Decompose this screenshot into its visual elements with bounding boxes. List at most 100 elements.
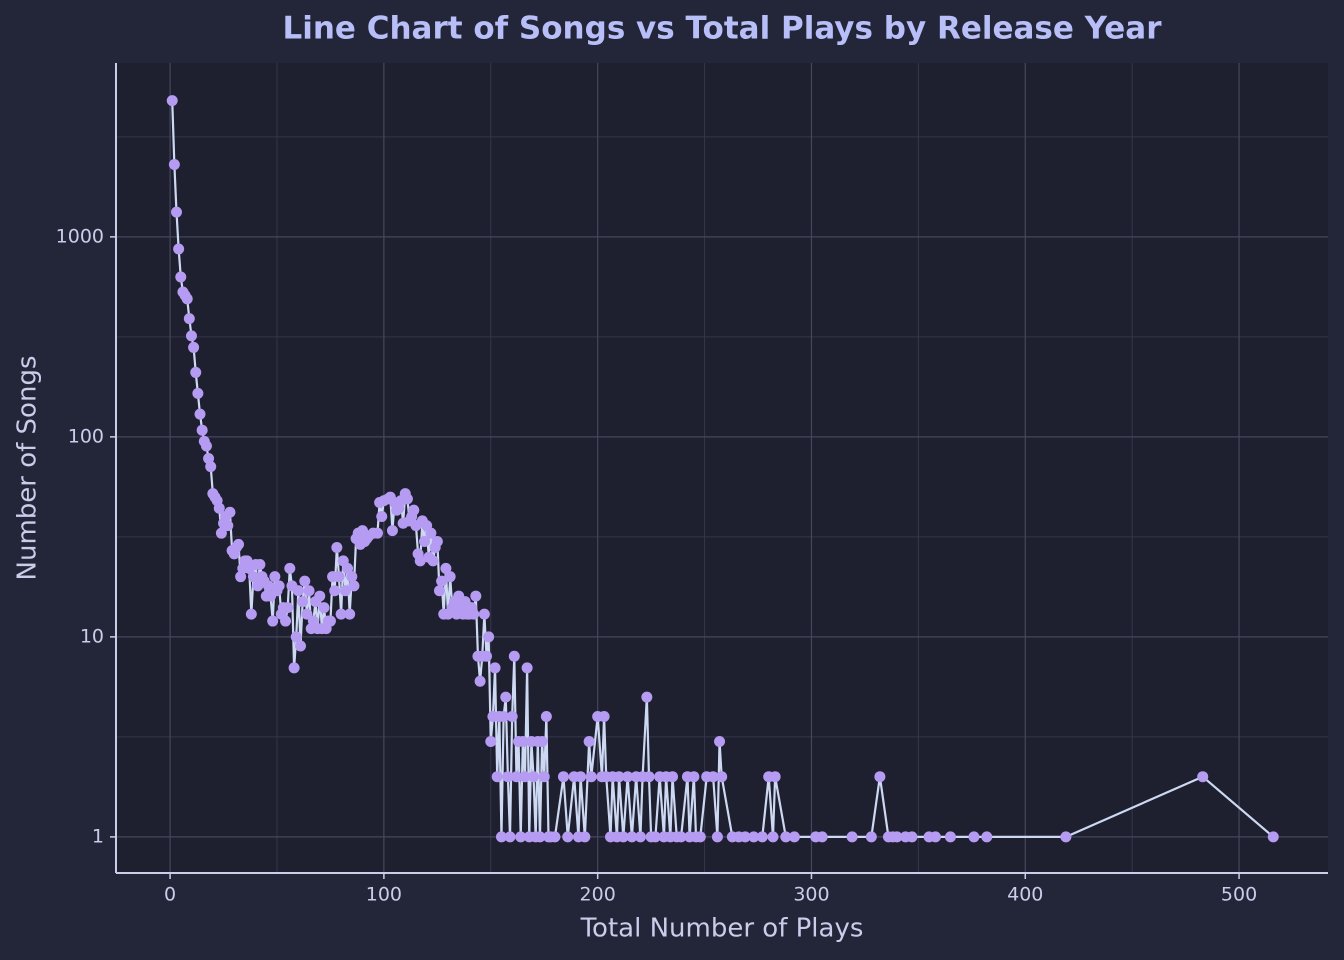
data-point [767, 831, 779, 843]
data-point [502, 771, 514, 783]
data-point [269, 571, 281, 583]
data-point [981, 831, 993, 843]
data-point [495, 831, 507, 843]
data-point [339, 585, 351, 597]
data-point [748, 831, 760, 843]
data-point [190, 366, 202, 378]
data-point [303, 585, 315, 597]
data-point [1060, 831, 1072, 843]
data-point [481, 650, 493, 662]
data-point [425, 527, 437, 539]
data-point [235, 571, 247, 583]
data-point [508, 650, 520, 662]
data-point [183, 313, 195, 325]
data-point [667, 771, 679, 783]
data-point [506, 710, 518, 722]
data-point [583, 735, 595, 747]
data-point [846, 831, 858, 843]
y-tick-label: 100 [68, 425, 104, 447]
data-point [478, 608, 490, 620]
data-point [579, 831, 591, 843]
data-point [376, 510, 388, 522]
data-point [739, 831, 751, 843]
data-point [688, 771, 700, 783]
data-point [414, 555, 426, 567]
data-point [175, 271, 187, 283]
data-point [929, 831, 941, 843]
data-point [675, 831, 687, 843]
data-point [491, 771, 503, 783]
plot-panel [116, 63, 1328, 873]
data-point [613, 771, 625, 783]
data-point [534, 831, 546, 843]
chart-title: Line Chart of Songs vs Total Plays by Re… [282, 11, 1162, 47]
data-point [171, 206, 183, 218]
data-point [344, 608, 356, 620]
data-point [714, 735, 726, 747]
data-point [299, 575, 311, 587]
data-point [626, 831, 638, 843]
data-point [168, 159, 180, 171]
data-point [284, 562, 296, 574]
data-point [536, 735, 548, 747]
data-point [707, 771, 719, 783]
data-point [431, 535, 443, 547]
data-point [273, 580, 285, 592]
data-point [419, 535, 431, 547]
data-point [906, 831, 918, 843]
data-point [716, 771, 728, 783]
data-point [865, 831, 877, 843]
data-point [874, 771, 886, 783]
data-point [498, 710, 510, 722]
x-tick-label: 100 [366, 884, 402, 906]
data-point [185, 330, 197, 342]
x-tick-label: 300 [793, 884, 829, 906]
y-axis-label: Number of Songs [13, 356, 43, 581]
y-tick-label: 10 [80, 625, 104, 647]
data-point [528, 771, 540, 783]
data-point [617, 831, 629, 843]
data-point [262, 580, 274, 592]
data-point [288, 662, 300, 674]
data-point [324, 615, 336, 627]
data-point [470, 590, 482, 602]
data-point [335, 608, 347, 620]
data-point [549, 831, 561, 843]
data-point [194, 408, 206, 420]
data-point [292, 585, 304, 597]
data-point [280, 615, 292, 627]
data-point [348, 580, 360, 592]
x-tick-label: 400 [1007, 884, 1043, 906]
data-point [173, 243, 185, 255]
y-tick-label: 1 [92, 825, 104, 847]
data-point [215, 527, 227, 539]
data-point [181, 293, 193, 305]
data-point [1197, 771, 1209, 783]
data-point [444, 571, 456, 583]
data-point [649, 831, 661, 843]
data-point [1267, 831, 1279, 843]
data-point [562, 831, 574, 843]
data-point [489, 662, 501, 674]
data-point [408, 504, 420, 516]
data-point [598, 710, 610, 722]
data-point [166, 95, 178, 107]
data-point [433, 585, 445, 597]
data-point [769, 771, 781, 783]
data-point [247, 571, 259, 583]
data-point [254, 559, 266, 571]
data-point [515, 831, 527, 843]
data-point [944, 831, 956, 843]
data-point [643, 771, 655, 783]
data-point [891, 831, 903, 843]
data-point [540, 710, 552, 722]
x-tick-label: 500 [1221, 884, 1257, 906]
data-point [245, 608, 257, 620]
data-point [694, 831, 706, 843]
x-tick-label: 0 [164, 884, 176, 906]
data-point [711, 831, 723, 843]
data-point [329, 585, 341, 597]
data-point [557, 771, 569, 783]
x-tick-label: 200 [580, 884, 616, 906]
